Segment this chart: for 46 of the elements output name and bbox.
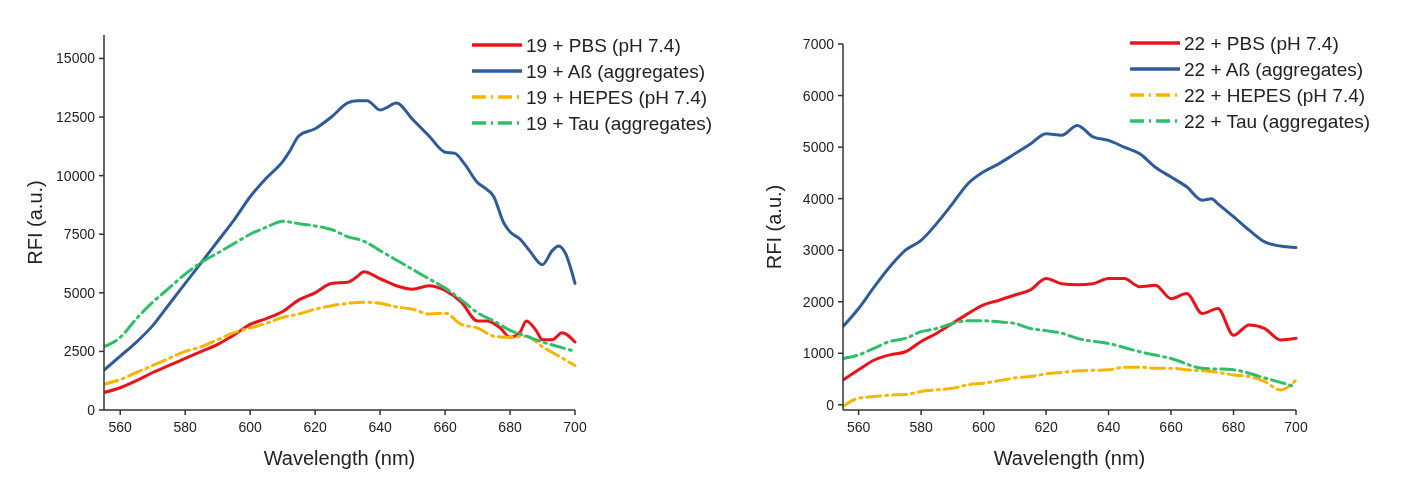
y-tick-label: 6000	[802, 87, 835, 104]
legend-label: 22 + Aß (aggregates)	[1184, 59, 1364, 80]
y-tick-label: 5000	[63, 284, 96, 301]
y-tick-label: 7000	[802, 36, 835, 52]
x-tick-label: 580	[173, 419, 198, 435]
line-series	[104, 300, 577, 386]
y-tick-label: 5000	[802, 139, 835, 156]
y-tick-label: 3000	[802, 242, 835, 259]
x-tick-label: 700	[563, 419, 587, 435]
x-tick-label: 660	[1159, 419, 1183, 435]
y-axis-title: RFI (a.u.)	[763, 184, 785, 270]
y-tick-label: 12500	[56, 109, 96, 126]
x-tick-label: 580	[909, 419, 933, 435]
x-tick-label: 640	[1096, 419, 1121, 435]
y-tick-label: 0	[87, 402, 96, 418]
line-series	[104, 270, 577, 394]
y-tick-label: 4000	[802, 190, 835, 207]
legend-label: 22 + Tau (aggregates)	[1184, 111, 1371, 132]
legend-label: 19 + PBS (pH 7.4)	[526, 35, 681, 56]
legend-label: 19 + Aß (aggregates)	[526, 61, 706, 82]
legend-label: 19 + Tau (aggregates)	[526, 113, 713, 134]
x-tick-label: 620	[303, 419, 328, 435]
x-tick-label: 560	[846, 419, 871, 435]
y-tick-label: 10000	[56, 167, 96, 184]
legend-label: 19 + HEPES (pH 7.4)	[526, 87, 708, 108]
line-series	[843, 277, 1298, 382]
y-tick-label: 2500	[63, 343, 96, 360]
x-tick-label: 640	[368, 419, 392, 435]
x-axis-title: Wavelength (nm)	[263, 447, 416, 469]
y-tick-label: 15000	[56, 50, 96, 67]
x-tick-label: 660	[433, 419, 457, 435]
x-tick-label: 560	[108, 419, 133, 435]
x-tick-label: 600	[971, 419, 996, 435]
x-tick-label: 680	[498, 419, 522, 435]
x-tick-label: 600	[238, 419, 263, 435]
y-tick-label: 2000	[802, 293, 835, 310]
y-tick-label: 1000	[802, 345, 835, 362]
legend-label: 22 + PBS (pH 7.4)	[1184, 33, 1339, 54]
x-tick-label: 700	[1284, 419, 1308, 435]
x-tick-label: 620	[1034, 419, 1058, 435]
legend-label: 22 + HEPES (pH 7.4)	[1184, 85, 1366, 106]
x-axis-title: Wavelength (nm)	[993, 447, 1146, 469]
y-tick-label: 0	[826, 396, 835, 413]
y-tick-label: 7500	[63, 226, 96, 243]
x-tick-label: 680	[1221, 419, 1246, 435]
y-axis-title: RFI (a.u.)	[24, 180, 46, 265]
